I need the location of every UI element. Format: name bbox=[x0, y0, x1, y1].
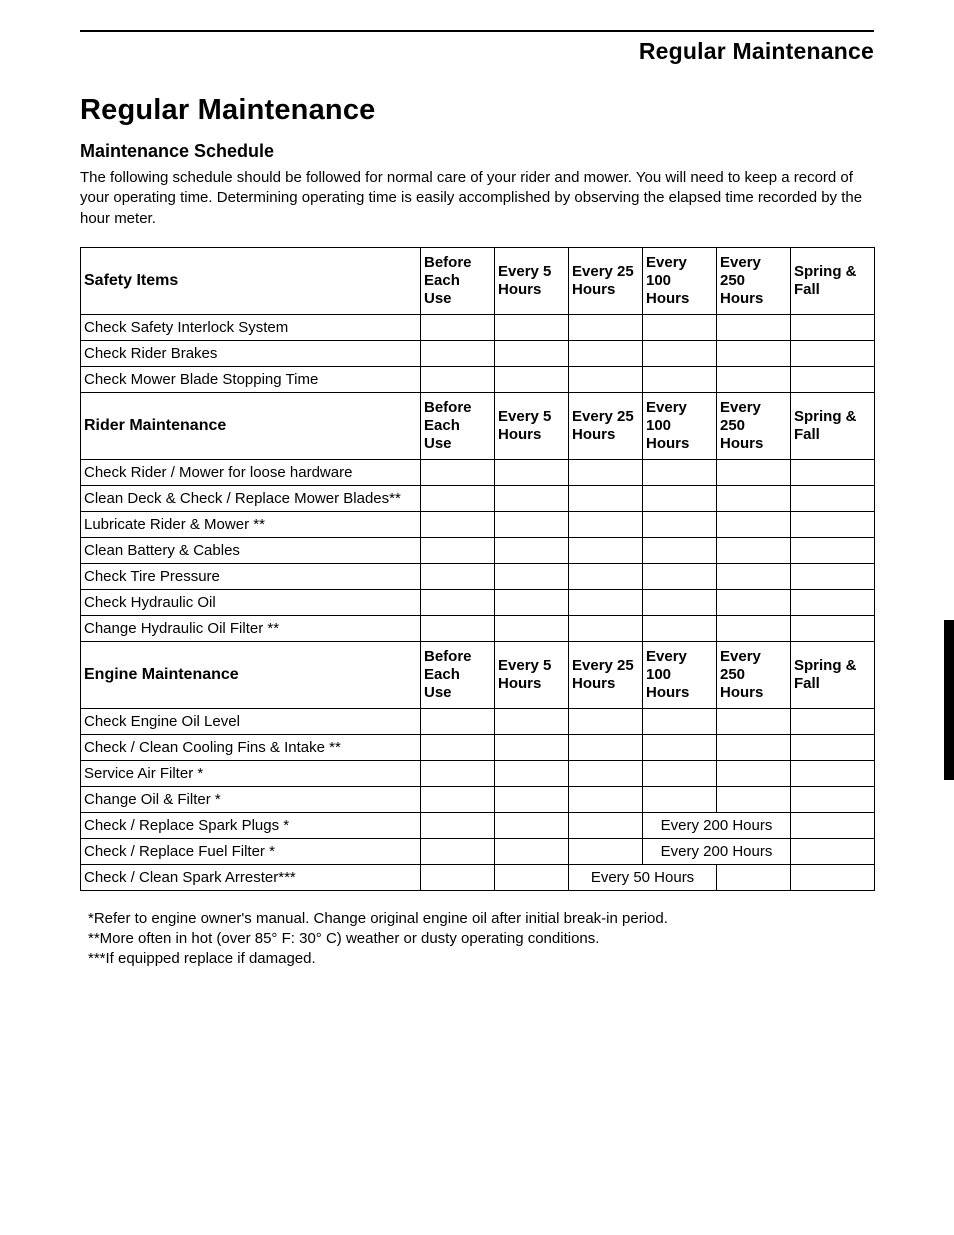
table-row: Check / Replace Fuel Filter * Every 200 … bbox=[81, 838, 875, 864]
table-row: Clean Deck & Check / Replace Mower Blade… bbox=[81, 485, 875, 511]
colhead-every-250h: Every 250 Hours bbox=[717, 392, 791, 459]
colhead-every-250h: Every 250 Hours bbox=[717, 641, 791, 708]
footnotes: *Refer to engine owner's manual. Change … bbox=[80, 909, 874, 970]
table-row: Lubricate Rider & Mower ** bbox=[81, 511, 875, 537]
table-row: Check / Clean Cooling Fins & Intake ** bbox=[81, 734, 875, 760]
colhead-every-25h: Every 25 Hours bbox=[569, 392, 643, 459]
colhead-every-25h: Every 25 Hours bbox=[569, 641, 643, 708]
item-label: Check Rider Brakes bbox=[81, 340, 421, 366]
interval-note: Every 50 Hours bbox=[569, 864, 717, 890]
item-label: Check / Clean Cooling Fins & Intake ** bbox=[81, 734, 421, 760]
interval-note: Every 200 Hours bbox=[643, 838, 791, 864]
table-row: Check Mower Blade Stopping Time bbox=[81, 366, 875, 392]
interval-note: Every 200 Hours bbox=[643, 812, 791, 838]
maintenance-table: Safety Items Before Each Use Every 5 Hou… bbox=[80, 247, 875, 891]
item-label: Check Tire Pressure bbox=[81, 563, 421, 589]
item-label: Check Safety Interlock System bbox=[81, 314, 421, 340]
intro-paragraph: The following schedule should be followe… bbox=[80, 168, 874, 229]
table-row: Change Hydraulic Oil Filter ** bbox=[81, 615, 875, 641]
colhead-every-5h: Every 5 Hours bbox=[495, 641, 569, 708]
table-section-header: Safety Items Before Each Use Every 5 Hou… bbox=[81, 247, 875, 314]
page-title: Regular Maintenance bbox=[80, 94, 874, 127]
table-row: Check / Replace Spark Plugs * Every 200 … bbox=[81, 812, 875, 838]
colhead-every-5h: Every 5 Hours bbox=[495, 392, 569, 459]
header-rule: Regular Maintenance bbox=[80, 30, 874, 64]
table-row: Check Engine Oil Level bbox=[81, 708, 875, 734]
section-subtitle: Maintenance Schedule bbox=[80, 141, 874, 162]
item-label: Lubricate Rider & Mower ** bbox=[81, 511, 421, 537]
colhead-every-5h: Every 5 Hours bbox=[495, 247, 569, 314]
section-label-engine: Engine Maintenance bbox=[81, 641, 421, 708]
table-row: Change Oil & Filter * bbox=[81, 786, 875, 812]
colhead-before-each-use: Before Each Use bbox=[421, 392, 495, 459]
table-row: Check Safety Interlock System bbox=[81, 314, 875, 340]
colhead-spring-fall: Spring & Fall bbox=[791, 247, 875, 314]
table-row: Clean Battery & Cables bbox=[81, 537, 875, 563]
colhead-every-100h: Every 100 Hours bbox=[643, 247, 717, 314]
table-row: Check Tire Pressure bbox=[81, 563, 875, 589]
side-tab bbox=[944, 620, 954, 780]
item-label: Check / Clean Spark Arrester*** bbox=[81, 864, 421, 890]
item-label: Check Engine Oil Level bbox=[81, 708, 421, 734]
item-label: Check / Replace Fuel Filter * bbox=[81, 838, 421, 864]
item-label: Clean Battery & Cables bbox=[81, 537, 421, 563]
item-label: Check / Replace Spark Plugs * bbox=[81, 812, 421, 838]
colhead-spring-fall: Spring & Fall bbox=[791, 392, 875, 459]
table-section-header: Engine Maintenance Before Each Use Every… bbox=[81, 641, 875, 708]
item-label: Change Hydraulic Oil Filter ** bbox=[81, 615, 421, 641]
item-label: Clean Deck & Check / Replace Mower Blade… bbox=[81, 485, 421, 511]
colhead-every-250h: Every 250 Hours bbox=[717, 247, 791, 314]
footnote-1: *Refer to engine owner's manual. Change … bbox=[88, 909, 874, 929]
item-label: Check Mower Blade Stopping Time bbox=[81, 366, 421, 392]
table-row: Check Hydraulic Oil bbox=[81, 589, 875, 615]
item-label: Change Oil & Filter * bbox=[81, 786, 421, 812]
table-row: Check Rider / Mower for loose hardware bbox=[81, 459, 875, 485]
item-label: Service Air Filter * bbox=[81, 760, 421, 786]
page: Regular Maintenance Regular Maintenance … bbox=[0, 0, 954, 1235]
table-section-header: Rider Maintenance Before Each Use Every … bbox=[81, 392, 875, 459]
footnote-3: ***If equipped replace if damaged. bbox=[88, 949, 874, 969]
section-label-safety: Safety Items bbox=[81, 247, 421, 314]
item-label: Check Hydraulic Oil bbox=[81, 589, 421, 615]
table-row: Check Rider Brakes bbox=[81, 340, 875, 366]
colhead-before-each-use: Before Each Use bbox=[421, 641, 495, 708]
section-label-rider: Rider Maintenance bbox=[81, 392, 421, 459]
table-row: Check / Clean Spark Arrester*** Every 50… bbox=[81, 864, 875, 890]
colhead-before-each-use: Before Each Use bbox=[421, 247, 495, 314]
colhead-spring-fall: Spring & Fall bbox=[791, 641, 875, 708]
footnote-2: **More often in hot (over 85° F: 30° C) … bbox=[88, 929, 874, 949]
table-row: Service Air Filter * bbox=[81, 760, 875, 786]
header-title: Regular Maintenance bbox=[639, 38, 874, 65]
colhead-every-100h: Every 100 Hours bbox=[643, 392, 717, 459]
colhead-every-25h: Every 25 Hours bbox=[569, 247, 643, 314]
colhead-every-100h: Every 100 Hours bbox=[643, 641, 717, 708]
item-label: Check Rider / Mower for loose hardware bbox=[81, 459, 421, 485]
